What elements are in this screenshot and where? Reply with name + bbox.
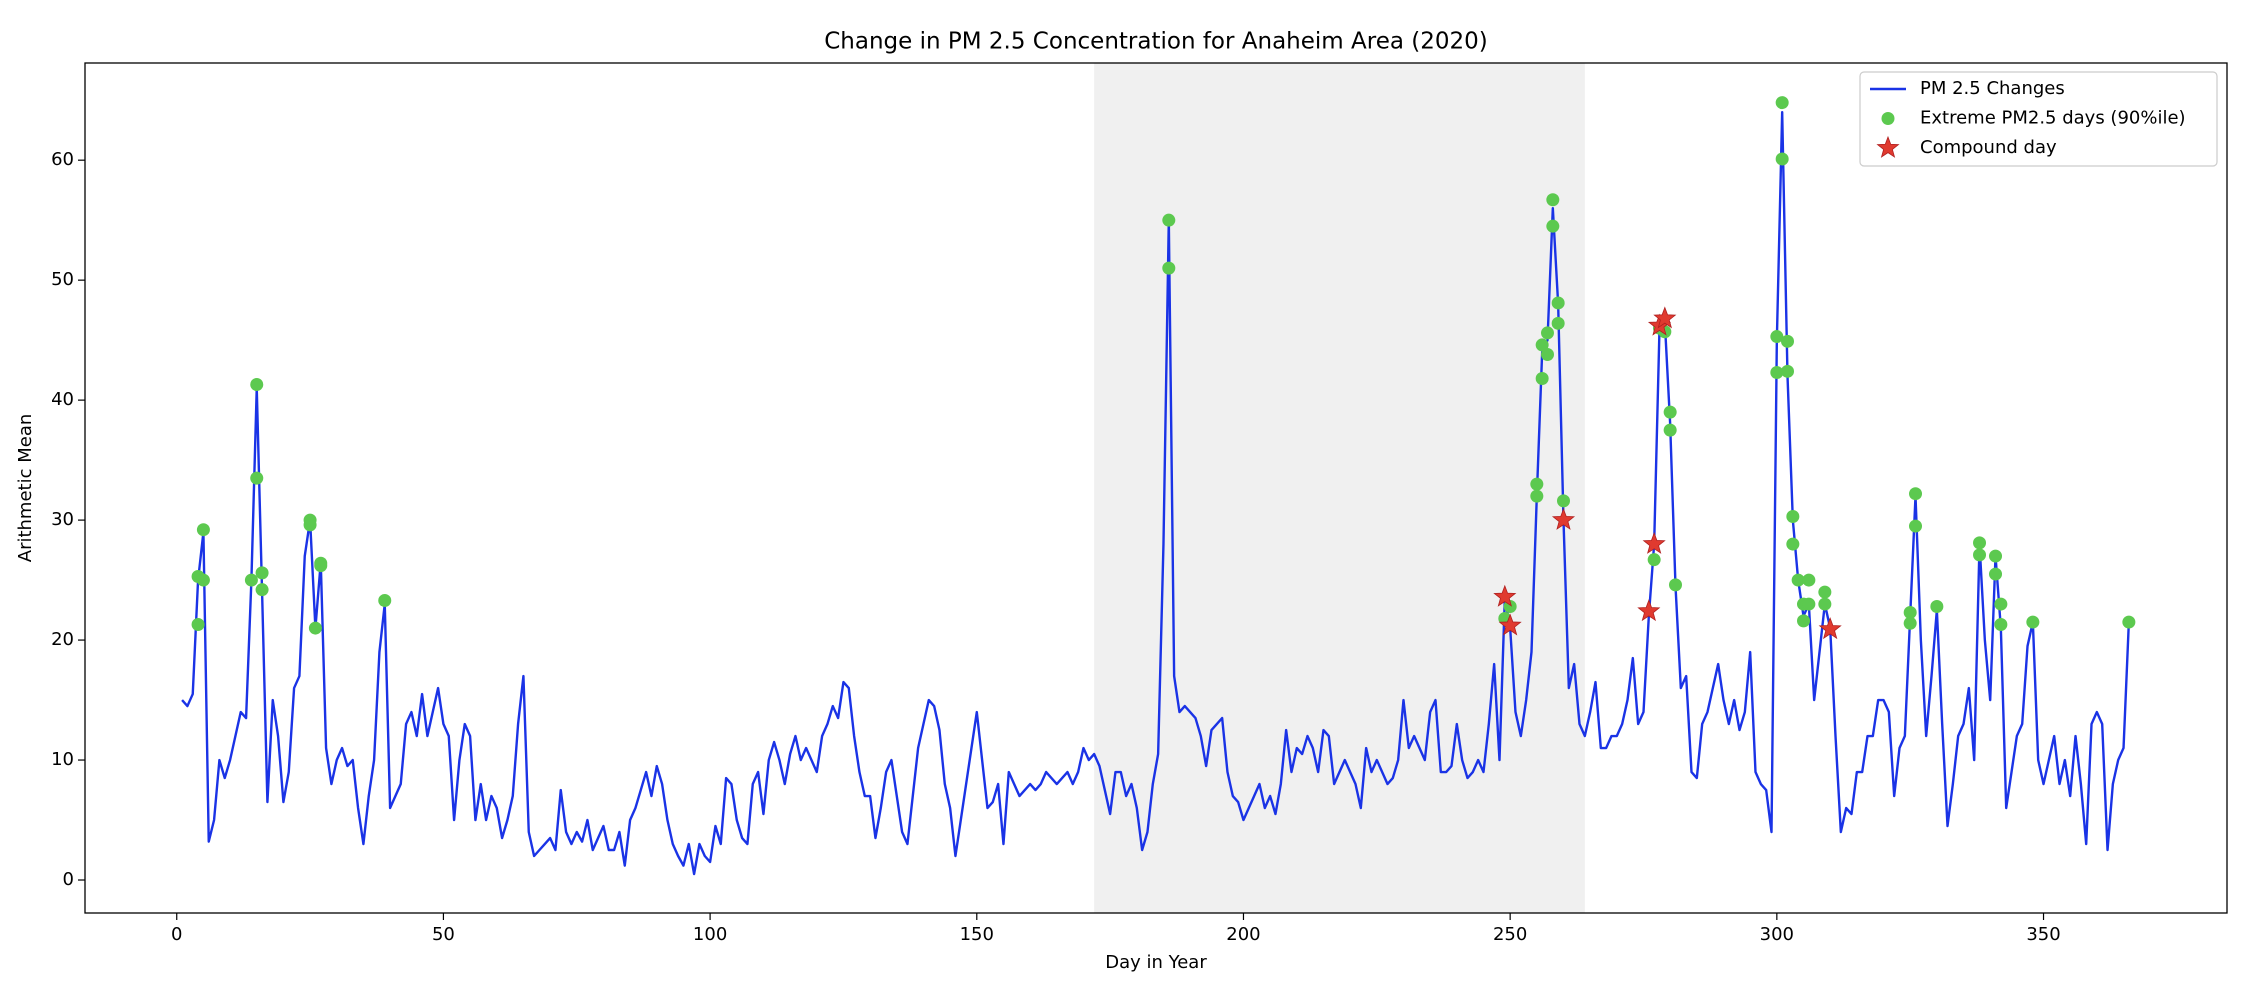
point-marker <box>1909 519 1923 533</box>
legend-swatch <box>1881 112 1895 125</box>
y-tick-label: 20 <box>51 629 74 650</box>
x-tick-label: 250 <box>1493 924 1527 945</box>
x-tick-label: 0 <box>171 924 182 945</box>
y-tick-label: 60 <box>51 149 74 170</box>
point-marker <box>255 566 269 580</box>
y-tick-label: 40 <box>51 389 74 410</box>
point-marker <box>250 378 264 392</box>
point-marker <box>1786 537 1800 551</box>
point-marker <box>1903 605 1917 619</box>
legend-label: Compound day <box>1920 137 2057 158</box>
point-marker <box>250 471 264 485</box>
star-marker <box>1637 599 1661 622</box>
point-marker <box>1540 348 1554 362</box>
point-marker <box>1802 573 1816 587</box>
point-marker <box>1797 614 1811 628</box>
point-marker <box>1668 578 1682 592</box>
point-marker <box>1530 477 1544 491</box>
point-marker <box>1770 366 1784 380</box>
point-marker <box>1551 296 1565 310</box>
shaded-span <box>1094 63 1585 913</box>
point-marker <box>1663 423 1677 437</box>
x-tick-label: 100 <box>693 924 727 945</box>
point-marker <box>1791 573 1805 587</box>
point-marker <box>1546 219 1560 233</box>
star-marker <box>1653 306 1677 329</box>
point-marker <box>1647 553 1661 567</box>
star-marker <box>1551 507 1576 530</box>
legend-swatch <box>1876 135 1900 158</box>
legend-label: Extreme PM2.5 days (90%ile) <box>1920 108 2186 129</box>
star-marker <box>1493 584 1517 607</box>
star-marker <box>1498 613 1522 636</box>
point-marker <box>1770 330 1784 344</box>
point-marker <box>1556 494 1570 508</box>
point-marker <box>1775 96 1789 110</box>
point-marker <box>1930 599 1944 613</box>
y-axis-label: Arithmetic Mean <box>15 414 36 563</box>
point-marker <box>378 593 392 607</box>
plot-frame <box>84 62 2228 914</box>
x-axis-label: Day in Year <box>1105 952 1207 973</box>
legend-box <box>1859 71 2218 167</box>
x-tick-label: 300 <box>1760 924 1794 945</box>
point-marker <box>1818 585 1832 599</box>
point-marker <box>1909 487 1923 501</box>
point-marker <box>1535 338 1549 352</box>
point-marker <box>244 573 258 587</box>
point-marker <box>1989 549 2003 563</box>
point-marker <box>191 617 205 631</box>
point-marker <box>1781 334 1795 348</box>
point-marker <box>1818 597 1832 611</box>
point-marker <box>1973 536 1987 550</box>
point-marker <box>1535 372 1549 386</box>
data-line <box>181 110 2131 876</box>
legend-label: PM 2.5 Changes <box>1920 78 2065 99</box>
point-marker <box>1162 213 1176 227</box>
x-tick-label: 350 <box>2026 924 2060 945</box>
point-marker <box>2122 615 2136 629</box>
point-marker <box>1786 509 1800 523</box>
point-marker <box>196 573 210 587</box>
point-marker <box>1994 617 2008 631</box>
point-marker <box>314 559 328 573</box>
point-marker <box>1989 567 2003 581</box>
star-marker <box>1642 531 1666 554</box>
point-marker <box>255 583 269 597</box>
x-tick-label: 200 <box>1226 924 1260 945</box>
point-marker <box>1540 326 1554 340</box>
y-tick-label: 0 <box>63 869 74 890</box>
point-marker <box>1781 364 1795 378</box>
point-marker <box>1802 597 1816 611</box>
point-marker <box>1775 152 1789 166</box>
point-marker <box>1663 405 1677 419</box>
point-marker <box>1162 261 1176 275</box>
point-marker <box>1551 316 1565 330</box>
point-marker <box>1530 489 1544 503</box>
point-marker <box>308 621 322 635</box>
point-marker <box>1994 597 2008 611</box>
point-marker <box>196 523 210 537</box>
point-marker <box>303 518 317 532</box>
point-marker <box>1903 616 1917 630</box>
point-marker <box>1546 193 1560 207</box>
star-marker <box>1818 617 1842 640</box>
x-tick-label: 50 <box>432 924 455 945</box>
chart-title: Change in PM 2.5 Concentration for Anahe… <box>824 29 1487 55</box>
point-marker <box>2026 615 2040 629</box>
y-tick-label: 50 <box>51 269 74 290</box>
x-tick-label: 150 <box>960 924 994 945</box>
y-tick-label: 30 <box>51 509 74 530</box>
point-marker <box>1973 548 1987 562</box>
y-tick-label: 10 <box>51 749 74 770</box>
